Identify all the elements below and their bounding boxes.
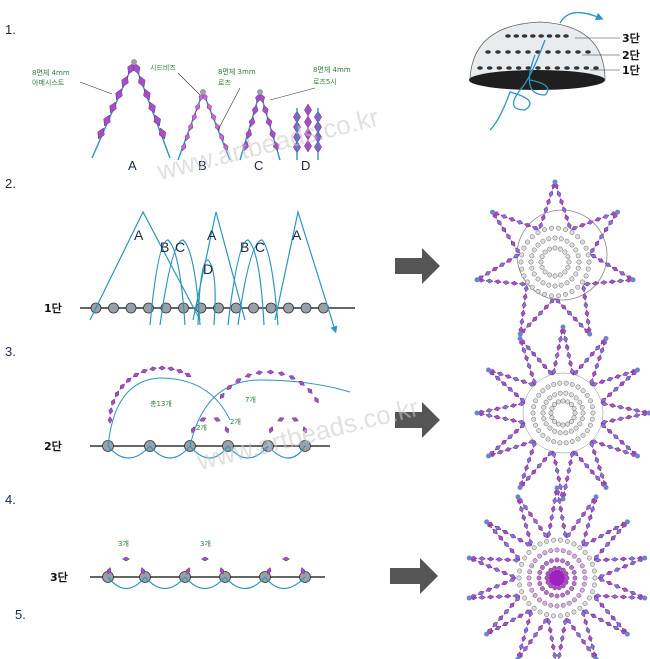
step2-row-label: 1단 — [44, 301, 62, 315]
step-number-4: 4. — [5, 492, 16, 507]
count-13: 총13개 — [150, 399, 172, 408]
star-step2 — [474, 179, 636, 337]
count-2a: 2개 — [196, 423, 207, 432]
step4-row-label: 3단 — [50, 570, 68, 584]
watermark-2: www.artbeads.co.kr — [193, 392, 422, 476]
dome-row-1: 1단 — [622, 63, 640, 77]
step1-notes: 8면체 4mm 아메시스트 시드비즈 8면체 3mm 로즈 8면체 4mm 로즈… — [32, 63, 351, 131]
step-number-5: 5. — [15, 607, 26, 622]
watermark-1: www.artbeads.co.kr — [153, 102, 382, 186]
progress-arrows — [390, 248, 440, 594]
note-c-line1: 8면체 3mm — [218, 67, 256, 76]
step2-label-a1: A — [134, 227, 144, 243]
note-c-line2: 로즈 — [218, 79, 231, 87]
step-number-3: 3. — [5, 344, 16, 359]
note-d-line2: 로즈5시 — [313, 78, 337, 86]
step2-label-a2: A — [207, 227, 217, 243]
step2-label-b1: B — [160, 239, 169, 255]
note-d-line1: 8면체 4mm — [313, 65, 351, 74]
arrow-icon — [395, 402, 440, 438]
strand-label-d: D — [301, 158, 310, 173]
step2-diagram: A B C A D B C A 1단 — [44, 209, 355, 334]
dome-row-2: 2단 — [622, 48, 640, 62]
count-3b: 3개 — [200, 539, 211, 548]
dome-illustration: 3단 2단 1단 — [469, 11, 640, 131]
step-number-1: 1. — [5, 22, 16, 37]
step2-label-c2: C — [255, 239, 265, 255]
strand-label-b: B — [198, 158, 207, 173]
arrow-icon — [390, 558, 438, 594]
step2-label-c1: C — [175, 239, 185, 255]
step3-row-label: 2단 — [44, 439, 62, 453]
step2-label-d: D — [203, 261, 213, 277]
strand-a-beads — [97, 59, 167, 140]
arrow-icon — [395, 248, 440, 284]
star-step3 — [474, 324, 650, 502]
dome-row-3: 3단 — [622, 31, 640, 45]
count-3a: 3개 — [118, 539, 129, 548]
note-a-line2: 아메시스트 — [32, 78, 65, 87]
strand-label-a: A — [128, 158, 137, 173]
step1-strands — [91, 59, 322, 161]
count-2b: 2개 — [230, 417, 241, 426]
note-a-line1: 8면체 4mm — [32, 68, 70, 77]
note-b: 시드비즈 — [150, 63, 176, 72]
step2-label-a3: A — [292, 227, 302, 243]
strand-label-c: C — [254, 158, 263, 173]
step2-label-b2: B — [240, 239, 249, 255]
step-number-2: 2. — [5, 176, 16, 191]
step3-diagram: 총13개 7개 2개 2개 2단 — [44, 365, 351, 459]
step4-diagram: 3개 3개 3단 — [50, 539, 325, 590]
star-step4 — [466, 485, 648, 659]
count-7: 7개 — [245, 395, 256, 404]
